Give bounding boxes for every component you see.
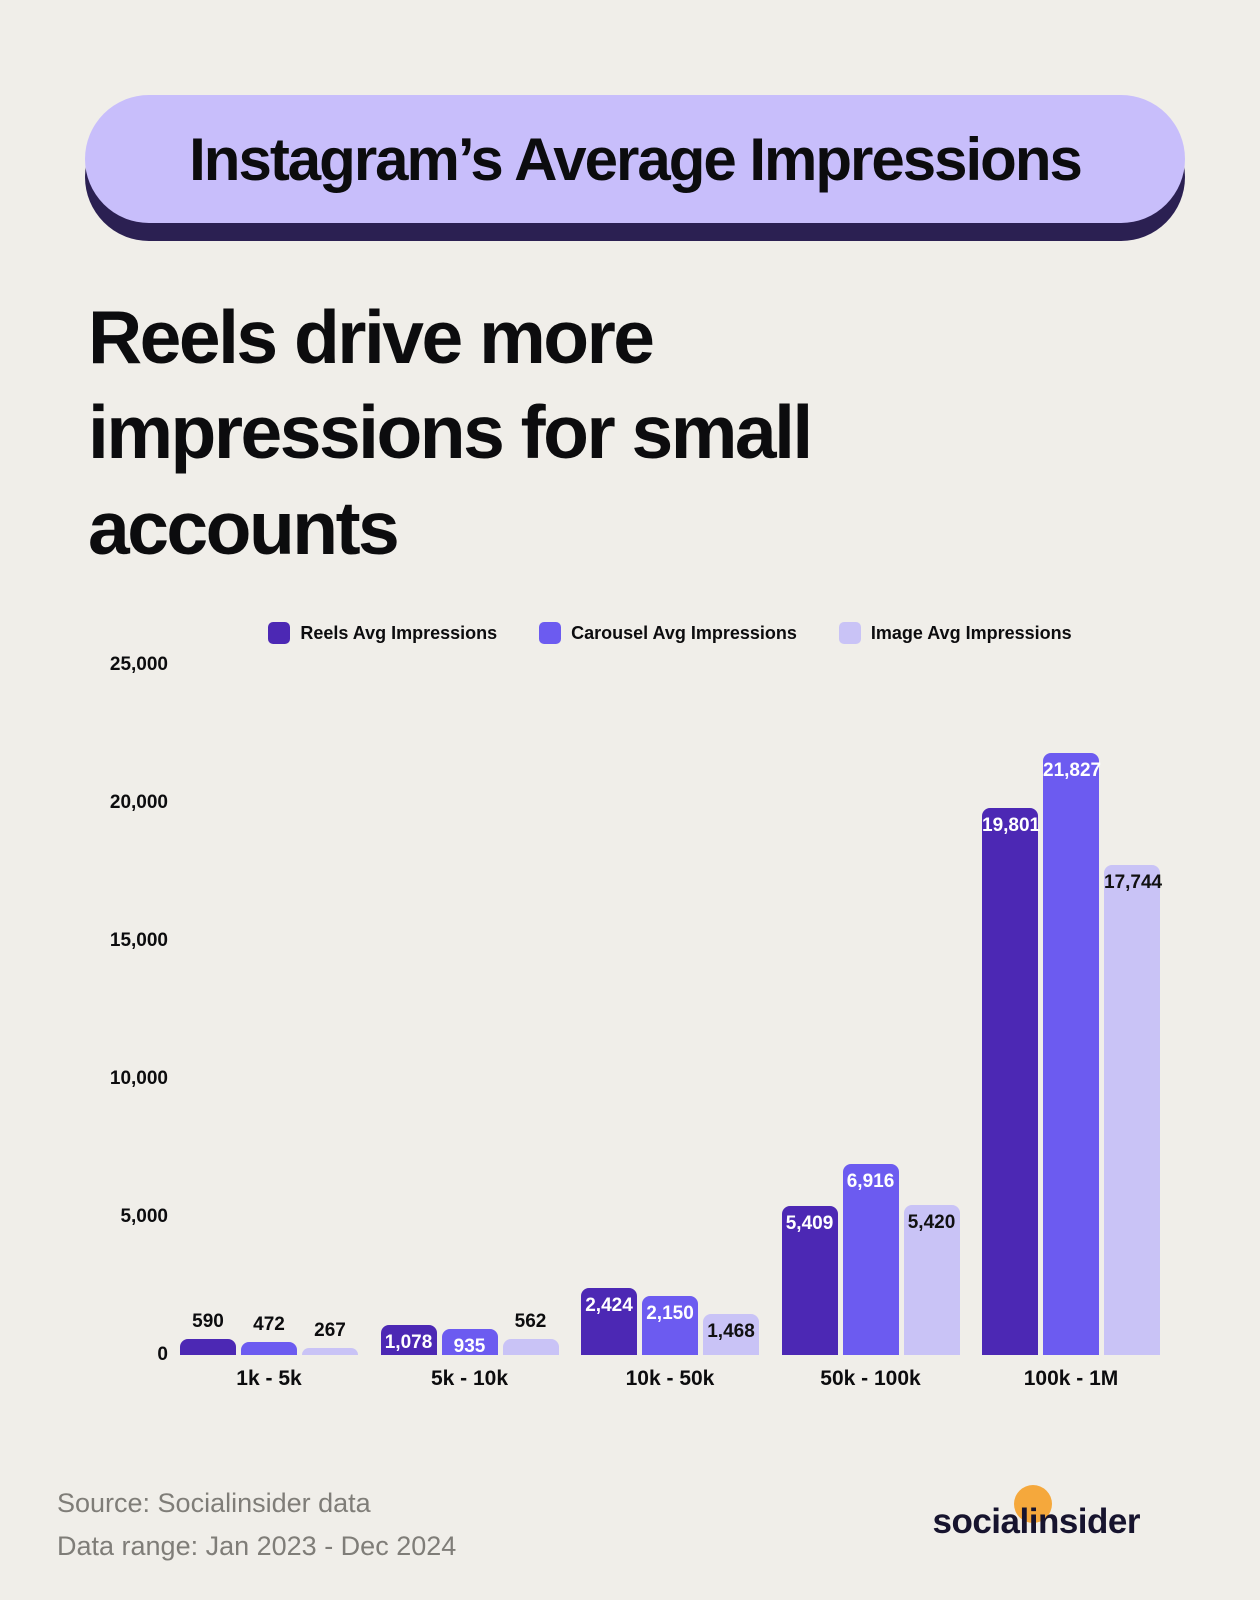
bar-value-label: 17,744: [1104, 872, 1163, 893]
plot-area: 590 472 267 1k - 5k 1,078 935 562 5k - 10k 2,424…: [180, 665, 1163, 1390]
legend-swatch-icon: [838, 622, 861, 644]
x-axis-label: 5k - 10k: [430, 1367, 509, 1390]
bar: 590: [180, 1311, 236, 1355]
source-text: Source: Socialinsider data: [57, 1488, 371, 1518]
x-axis-label: 1k - 5k: [236, 1367, 302, 1390]
bar-group: 590 472 267 1k - 5k: [180, 665, 358, 1390]
bar: 2,424: [581, 1288, 637, 1355]
y-axis-label: 0: [157, 1344, 168, 1365]
heading-line-2: impressions for small: [88, 390, 813, 475]
bar-group: 2,424 2,150 1,468 10k - 50k: [581, 665, 759, 1390]
bar: 472: [241, 1314, 297, 1355]
bar: 935: [441, 1329, 498, 1357]
bar-value-label: 1,078: [384, 1332, 433, 1353]
bar: 17,744: [1104, 865, 1163, 1355]
bar: 5,420: [903, 1205, 960, 1355]
bar: 267: [302, 1320, 358, 1355]
logo-orange-circle-icon: i: [1028, 1502, 1039, 1541]
y-axis-label: 15,000: [109, 930, 168, 951]
socialinsider-logo: socialinsider: [932, 1502, 1140, 1542]
legend-swatch-icon: [539, 622, 562, 644]
y-axis-label: 25,000: [109, 654, 168, 675]
x-axis-label: 100k - 1M: [1023, 1367, 1119, 1390]
footer-source-block: Source: Socialinsider data Data range: J…: [57, 1482, 456, 1568]
logo-text-pre: social: [932, 1502, 1029, 1541]
heading-line-1: Reels drive more: [88, 295, 655, 379]
bar-value-label: 590: [192, 1311, 224, 1332]
logo-text-post: nsider: [1037, 1502, 1141, 1541]
legend-label: Image Avg Impressions: [870, 622, 1072, 643]
legend-item: Carousel Avg Impressions: [539, 622, 797, 644]
bar: 2,150: [642, 1296, 698, 1355]
bar-value-label: 472: [253, 1314, 285, 1335]
title-badge: Instagram’s Average Impressions: [85, 95, 1185, 223]
bar-value-label: 19,801: [982, 815, 1041, 836]
y-axis-label: 20,000: [109, 792, 168, 813]
bar-value-label: 1,468: [707, 1321, 755, 1342]
bar-group: 5,409 6,916 5,420 50k - 100k: [781, 665, 960, 1390]
bar: 21,827: [1043, 753, 1102, 1355]
y-axis-label: 10,000: [109, 1068, 168, 1089]
legend-label: Reels Avg Impressions: [300, 622, 498, 643]
legend-item: Image Avg Impressions: [838, 622, 1072, 644]
y-axis-label: 5,000: [120, 1206, 168, 1227]
bar: 562: [502, 1311, 559, 1355]
chart-legend: Reels Avg Impressions Carousel Avg Impres…: [180, 622, 1160, 644]
bar-value-label: 5,420: [907, 1212, 956, 1233]
bar: 5,409: [781, 1206, 838, 1355]
legend-label: Carousel Avg Impressions: [571, 622, 797, 643]
bar: 1,078: [380, 1325, 437, 1355]
bar-value-label: 21,827: [1043, 760, 1102, 781]
x-axis-label: 10k - 50k: [625, 1367, 715, 1390]
bar-value-label: 2,150: [646, 1303, 694, 1324]
x-axis-label: 50k - 100k: [820, 1367, 921, 1390]
bar-value-label: 935: [453, 1336, 486, 1357]
bar-group: 1,078 935 562 5k - 10k: [380, 665, 559, 1390]
bar-value-label: 2,424: [585, 1295, 633, 1316]
bar-value-label: 6,916: [846, 1171, 895, 1192]
bar: 19,801: [982, 808, 1041, 1355]
bar-value-label: 267: [314, 1320, 346, 1341]
bar-value-label: 5,409: [785, 1213, 834, 1234]
chart-subtitle-heading: Reels drive more impressions for small a…: [88, 290, 1088, 576]
legend-item: Reels Avg Impressions: [268, 622, 497, 644]
bar-chart: 25,000 20,000 15,000 10,000 5,000 0 590 472 267…: [0, 654, 1260, 1405]
page-title: Instagram’s Average Impressions: [189, 125, 1083, 193]
bar: 1,468: [703, 1314, 759, 1355]
data-range-text: Data range: Jan 2023 - Dec 2024: [57, 1531, 457, 1561]
bar-value-label: 562: [514, 1311, 547, 1332]
bar-group: 19,801 21,827 17,744 100k - 1M: [982, 665, 1163, 1390]
legend-swatch-icon: [268, 622, 291, 644]
heading-line-3: accounts: [88, 485, 400, 570]
bar: 6,916: [842, 1164, 899, 1355]
y-axis: 25,000 20,000 15,000 10,000 5,000 0: [40, 654, 168, 1365]
